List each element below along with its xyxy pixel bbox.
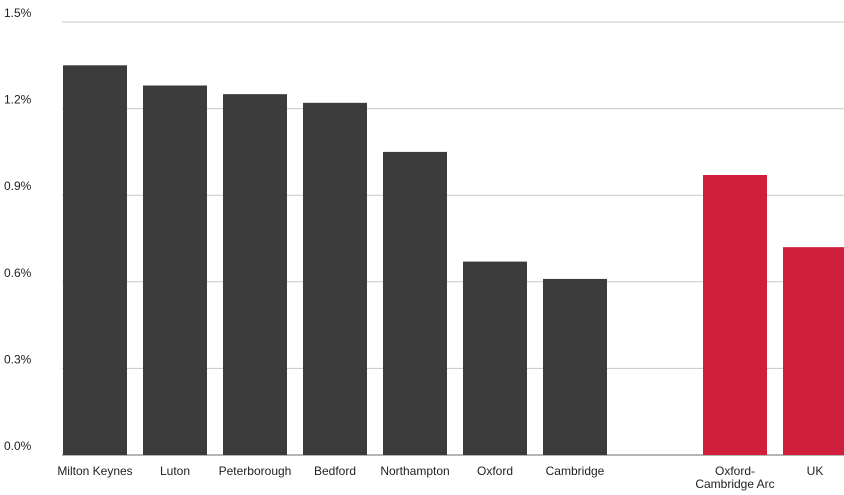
x-category-label-line: Oxford- [715, 464, 755, 478]
x-category-label: Peterborough [219, 464, 292, 478]
y-tick-label: 0.0% [4, 439, 32, 453]
x-category-label-line: Cambridge Arc [695, 477, 774, 491]
x-category-label: Oxford-Cambridge Arc [695, 464, 774, 491]
x-category-label: Bedford [314, 464, 356, 478]
x-category-label: Cambridge [546, 464, 605, 478]
x-category-label-line: Milton Keynes [57, 464, 132, 478]
bar [543, 278, 607, 455]
y-tick-label: 1.5% [4, 6, 32, 20]
x-category-label-line: Northampton [380, 464, 449, 478]
bar [223, 94, 287, 456]
x-category-label-line: Luton [160, 464, 190, 478]
x-category-label-line: Oxford [477, 464, 513, 478]
x-category-label: UK [807, 464, 824, 478]
bar [143, 85, 207, 456]
bar [303, 102, 367, 456]
y-tick-label: 0.6% [4, 266, 32, 280]
x-category-label: Luton [160, 464, 190, 478]
x-category-label-line: UK [807, 464, 824, 478]
y-tick-label: 1.2% [4, 93, 32, 107]
bar [463, 261, 527, 455]
bar [383, 151, 447, 455]
x-category-label: Northampton [380, 464, 449, 478]
x-category-label-line: Peterborough [219, 464, 292, 478]
y-tick-label: 0.3% [4, 352, 32, 366]
y-tick-label: 0.9% [4, 179, 32, 193]
x-category-label-line: Cambridge [546, 464, 605, 478]
x-category-label: Oxford [477, 464, 513, 478]
x-category-label: Milton Keynes [57, 464, 132, 478]
x-axis-category-labels: Milton Keynes Luton Peterborough Bedford Nor… [57, 464, 823, 491]
bar [703, 174, 767, 455]
x-category-label-line: Bedford [314, 464, 356, 478]
bars [63, 65, 844, 456]
bar [783, 247, 844, 455]
bar [63, 65, 127, 456]
y-axis-tick-labels: 0.0% 0.3% 0.6% 0.9% 1.2% 1.5% [4, 6, 32, 453]
